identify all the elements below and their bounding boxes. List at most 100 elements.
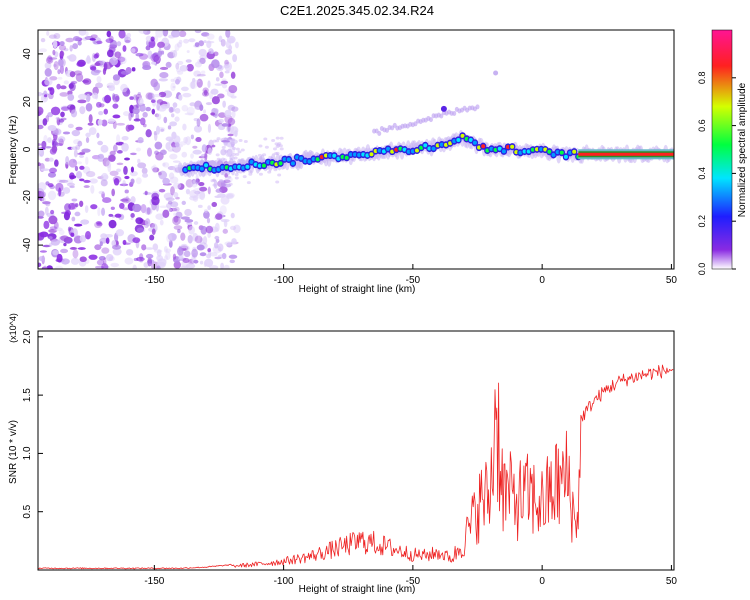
heatmap-speckle: [71, 216, 76, 222]
heatmap-speckle: [93, 69, 102, 73]
heatmap-speckle: [68, 83, 74, 89]
heatmap-speckle: [101, 207, 106, 216]
heatmap-speckle: [105, 254, 114, 262]
heatmap-speckle: [225, 194, 234, 200]
heatmap-speckle: [216, 137, 221, 141]
heatmap-speckle: [181, 104, 189, 112]
heatmap-speckle: [178, 39, 183, 45]
spectrogram-x-axis-label: Height of straight line (km): [299, 284, 416, 295]
heatmap-speckle: [162, 162, 166, 167]
heatmap-speckle: [145, 45, 151, 51]
heatmap-speckle: [152, 164, 158, 174]
ridge-core: [551, 152, 556, 157]
heatmap-speckle: [199, 260, 204, 265]
heatmap-speckle: [94, 62, 101, 66]
heatmap-speckle: [111, 240, 117, 247]
heatmap-speckle: [186, 63, 194, 72]
ridge-core: [233, 164, 238, 169]
heatmap-speckle: [149, 223, 156, 229]
heatmap-speckle: [176, 68, 182, 73]
heatmap-speckle: [195, 137, 202, 143]
y-tick-label: 0: [22, 146, 33, 152]
heatmap-speckle: [231, 110, 236, 119]
heatmap-speckle: [120, 198, 129, 202]
heatmap-speckle: [72, 249, 79, 259]
heatmap-speckle: [224, 149, 229, 153]
heatmap-speckle: [219, 205, 227, 215]
heatmap-speckle: [223, 264, 230, 269]
heatmap-speckle: [44, 78, 53, 86]
heatmap-speckle: [218, 118, 224, 124]
heatmap-speckle: [184, 218, 194, 223]
heatmap-speckle: [100, 175, 104, 181]
heatmap-speckle: [104, 233, 114, 238]
heatmap-speckle: [96, 132, 100, 139]
heatmap-speckle: [145, 253, 154, 259]
heatmap-speckle: [211, 144, 216, 148]
x-tick-label: 50: [666, 275, 678, 286]
heatmap-speckle: [214, 83, 223, 86]
heatmap-speckle: [214, 235, 220, 240]
heatmap-speckle: [75, 171, 83, 179]
heatmap-speckle: [159, 66, 169, 71]
spectrogram-y-axis-label: Frequency (Hz): [8, 116, 19, 185]
heatmap-speckle: [189, 102, 196, 107]
heatmap-speckle: [203, 109, 207, 114]
heatmap-speckle: [40, 37, 46, 43]
ridge-branch: [439, 113, 444, 119]
heatmap-speckle: [126, 248, 134, 256]
heatmap-speckle: [145, 92, 153, 100]
heatmap-speckle: [66, 55, 72, 60]
heatmap-speckle: [120, 83, 128, 93]
heatmap-speckle: [78, 178, 85, 182]
heatmap-speckle: [101, 247, 110, 254]
heatmap-speckle: [149, 234, 155, 241]
heatmap-speckle: [183, 136, 188, 144]
heatmap-speckle: [211, 201, 218, 208]
heatmap-speckle: [182, 92, 192, 98]
heatmap-speckle: [234, 176, 239, 180]
heatmap-speckle: [84, 205, 89, 214]
heatmap-speckle: [119, 202, 125, 209]
heatmap-speckle: [108, 85, 116, 92]
heatmap-speckle: [207, 80, 211, 89]
heatmap-speckle: [44, 206, 49, 216]
heatmap-speckle: [121, 142, 129, 152]
heatmap-speckle: [70, 109, 78, 118]
ridge-core: [290, 161, 295, 166]
heatmap-speckle: [132, 107, 140, 115]
heatmap-speckle: [222, 100, 226, 108]
ridge-core: [415, 148, 420, 153]
heatmap-speckle: [75, 73, 84, 82]
heatmap-speckle: [175, 78, 180, 85]
heatmap-speckle: [104, 94, 112, 104]
heatmap-speckle: [186, 50, 190, 54]
snr-series-line: [38, 364, 674, 570]
heatmap-speckle: [196, 244, 205, 251]
heatmap-speckle: [264, 145, 269, 149]
heatmap-speckle: [162, 177, 170, 185]
ridge-steady-core: [578, 152, 674, 156]
heatmap-speckle: [180, 265, 188, 269]
heatmap-speckle: [232, 153, 237, 157]
ridge-branch: [493, 70, 499, 76]
heatmap-speckle: [196, 73, 206, 77]
heatmap-speckle: [157, 258, 167, 267]
heatmap-speckle: [98, 110, 104, 116]
heatmap-speckle: [44, 68, 52, 77]
heatmap-speckle: [214, 222, 220, 232]
heatmap-speckle: [124, 36, 132, 44]
heatmap-speckle: [56, 253, 63, 263]
heatmap-speckle: [63, 48, 69, 52]
heatmap-speckle: [170, 113, 175, 118]
heatmap-speckle: [150, 53, 160, 63]
x-tick-label: 0: [539, 275, 545, 286]
heatmap-speckle: [77, 140, 83, 147]
ridge-core: [472, 140, 477, 145]
heatmap-speckle: [207, 205, 211, 211]
heatmap-speckle: [174, 107, 181, 114]
heatmap-speckle: [222, 228, 228, 234]
heatmap-speckle: [42, 244, 51, 248]
heatmap-speckle: [52, 49, 56, 56]
heatmap-speckle: [64, 210, 71, 217]
